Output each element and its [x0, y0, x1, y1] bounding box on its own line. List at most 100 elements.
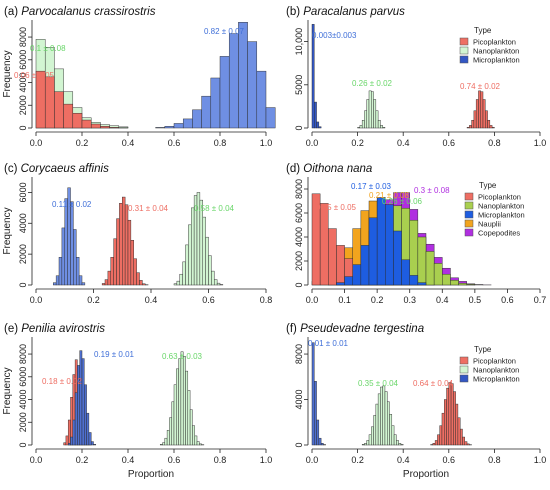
bar: [467, 284, 475, 285]
mean-sd-annotation: 0.1 ± 0.08: [30, 44, 66, 53]
panel-label: (b): [286, 6, 303, 18]
bar: [467, 444, 469, 445]
bar: [360, 125, 362, 128]
x-tick-label: 0.1: [338, 295, 351, 305]
bar: [401, 444, 403, 445]
bar: [369, 218, 377, 285]
bar: [434, 263, 442, 285]
bar: [75, 393, 77, 445]
bar: [385, 205, 393, 285]
panel-title: (b) Paracalanus parvus: [286, 6, 405, 18]
bar: [485, 111, 487, 128]
bar: [353, 265, 361, 285]
bar: [134, 259, 137, 285]
bar: [174, 123, 183, 128]
legend-swatch: [460, 47, 468, 54]
bar: [376, 111, 378, 128]
bar: [65, 199, 68, 285]
x-tick-label: 0.4: [122, 455, 135, 465]
bar: [91, 124, 100, 128]
bar: [177, 281, 180, 285]
x-tick-label: 1.0: [534, 455, 547, 465]
bar: [209, 256, 212, 285]
y-tick-label: 4000: [18, 213, 28, 233]
y-tick-label: 6000: [18, 50, 28, 70]
bar: [374, 415, 376, 445]
bar: [131, 240, 134, 285]
x-tick-label: 0.2: [351, 455, 364, 465]
legend-swatch: [460, 38, 468, 45]
bar: [190, 410, 192, 445]
mean-sd-annotation: 0.06 ± 0.05: [14, 71, 55, 80]
y-tick-label: 5000: [294, 75, 304, 95]
bar: [378, 394, 380, 445]
bar: [450, 280, 458, 285]
legend-swatch: [465, 211, 473, 218]
bar: [317, 122, 319, 128]
bar: [492, 127, 494, 128]
bar: [73, 229, 76, 285]
bar: [165, 126, 174, 128]
species-name: Oithona nana: [303, 163, 372, 175]
x-tick-label: 0.5: [469, 295, 482, 305]
legend-item: Microplankton: [460, 55, 520, 64]
mean-sd-annotation: 0.18 ± 0.02: [42, 377, 83, 386]
y-tick-label: 4000: [294, 390, 304, 410]
bar: [478, 91, 480, 128]
bar: [312, 343, 314, 445]
panel-label: (e): [4, 323, 21, 335]
bar: [229, 34, 238, 128]
bar: [80, 351, 82, 445]
bar: [220, 56, 229, 128]
y-axis-label: Frequency: [2, 50, 13, 97]
x-tick-label: 0.6: [202, 295, 215, 305]
bar: [345, 277, 353, 285]
bar: [362, 120, 364, 128]
bar: [186, 371, 188, 445]
bar: [364, 443, 366, 445]
bar: [87, 413, 89, 445]
x-axis-label: Proportion: [403, 469, 449, 480]
y-tick-label: 2000: [18, 95, 28, 115]
x-tick-label: 0.2: [76, 455, 89, 465]
legend-item: Picoplankton: [460, 356, 516, 365]
bar: [71, 202, 74, 285]
y-tick-label: 8000: [294, 179, 304, 199]
bar: [79, 276, 82, 285]
legend-label: Microplankton: [473, 55, 520, 64]
bar: [84, 385, 86, 445]
bar: [82, 359, 84, 445]
bar: [188, 390, 190, 445]
legend-label: Copepodites: [478, 228, 520, 237]
mean-sd-annotation: 0.19 ± 0.01: [94, 350, 135, 359]
bar: [137, 273, 140, 285]
legend: TypePicoplanktonNanoplanktonMicroplankto…: [465, 181, 525, 237]
x-tick-label: 0.8: [214, 138, 227, 148]
bar: [369, 435, 371, 445]
mean-sd-annotation: 0.58 ± 0.04: [194, 204, 235, 213]
legend-label: Microplankton: [478, 210, 525, 219]
legend: TypePicoplanktonNanoplanktonMicroplankto…: [460, 345, 520, 383]
bar: [380, 387, 382, 445]
x-tick-label: 0.6: [168, 455, 181, 465]
bars: [312, 343, 472, 445]
x-tick-label: 0.2: [87, 295, 100, 305]
legend-swatch: [465, 229, 473, 236]
bar: [383, 127, 385, 128]
y-tick-label: 2000: [18, 244, 28, 264]
x-tick-label: 0.0: [30, 138, 43, 148]
bar: [394, 435, 396, 445]
legend-swatch: [465, 202, 473, 209]
series-nanoplankton: [358, 91, 385, 128]
bar: [393, 231, 401, 285]
bar: [390, 414, 392, 445]
mean-sd-annotation: 0.63 ± 0.03: [162, 352, 203, 361]
bar: [64, 443, 66, 445]
